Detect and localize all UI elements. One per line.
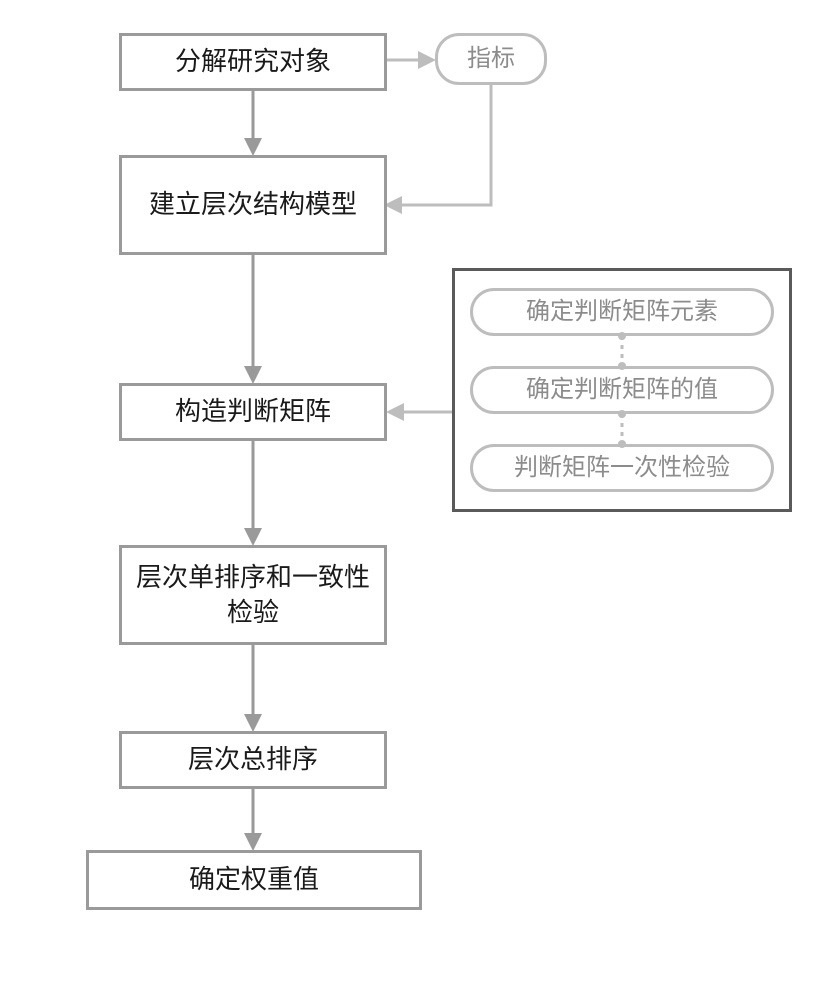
flow-node-label: 建立层次结构模型 <box>149 187 357 222</box>
flow-node-label: 构造判断矩阵 <box>175 394 331 429</box>
sub-node-label: 确定判断矩阵元素 <box>526 298 718 327</box>
flow-node-n6: 确定权重值 <box>86 850 422 910</box>
light-arrow <box>387 85 491 205</box>
flow-node-label: 确定权重值 <box>189 862 319 897</box>
indicator-pill-label: 指标 <box>467 45 515 74</box>
flow-node-n3: 构造判断矩阵 <box>119 383 387 441</box>
flow-node-n1: 分解研究对象 <box>119 33 387 91</box>
sub-node-s2: 确定判断矩阵的值 <box>470 366 774 414</box>
flow-node-n2: 建立层次结构模型 <box>119 155 387 255</box>
indicator-pill: 指标 <box>435 33 547 85</box>
flow-node-n5: 层次总排序 <box>119 731 387 789</box>
flow-node-label: 分解研究对象 <box>175 44 331 79</box>
sub-node-label: 判断矩阵一次性检验 <box>514 454 730 483</box>
flowchart-canvas: 分解研究对象建立层次结构模型构造判断矩阵层次单排序和一致性检验层次总排序确定权重… <box>0 0 836 1000</box>
sub-node-label: 确定判断矩阵的值 <box>526 376 718 405</box>
flow-node-label: 层次单排序和一致性检验 <box>132 560 374 630</box>
flow-node-label: 层次总排序 <box>188 742 318 777</box>
sub-node-s1: 确定判断矩阵元素 <box>470 288 774 336</box>
flow-node-n4: 层次单排序和一致性检验 <box>119 545 387 645</box>
sub-node-s3: 判断矩阵一次性检验 <box>470 444 774 492</box>
